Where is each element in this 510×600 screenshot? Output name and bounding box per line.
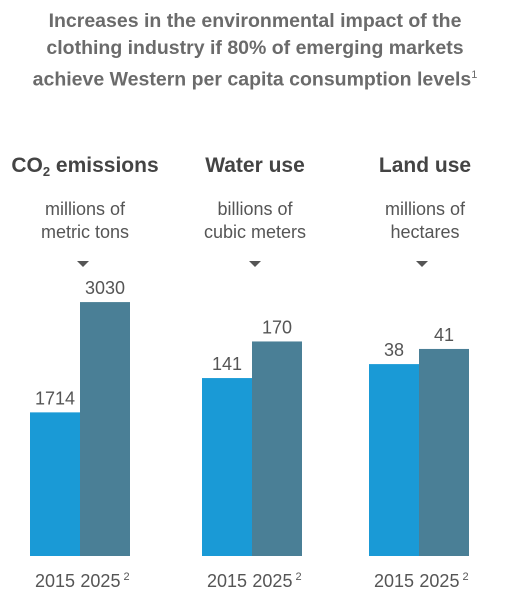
bar-chart-water: 141 2015 170 2025 2 — [202, 317, 302, 591]
panel-water-use: Water use billions of cubic meters 141 20… — [170, 150, 340, 600]
data-label-water-2025: 170 — [262, 317, 292, 337]
footnote-marker: 2 — [295, 571, 301, 583]
category-label-co2-2015: 2015 — [35, 571, 75, 591]
bar-chart-land: 38 2015 41 2025 2 — [369, 325, 469, 591]
footnote-marker: 2 — [462, 571, 468, 583]
bar-land-2015 — [369, 364, 419, 556]
down-arrow-icon — [77, 261, 89, 267]
data-label-co2-2015: 1714 — [35, 388, 75, 408]
data-label-land-2025: 41 — [434, 325, 454, 345]
category-label-co2-2025: 2025 2 — [80, 571, 129, 591]
panel-unit-land: millions of hectares — [340, 198, 510, 244]
title-line-3-text: achieve Western per capita consumption l… — [32, 68, 472, 91]
unit-line-2: metric tons — [40, 222, 130, 242]
unit-line-1: billions of — [217, 199, 293, 219]
unit-line-1: millions of — [384, 199, 466, 219]
category-label-water-2025: 2025 2 — [252, 571, 301, 591]
panel-title-co2-pre: CO — [11, 154, 43, 177]
chart-title: Increases in the environmental impact of… — [0, 8, 510, 94]
category-label-land-2015: 2015 — [374, 571, 414, 591]
title-line-2: clothing industry if 80% of emerging mar… — [46, 37, 464, 59]
footnote-marker: 2 — [123, 571, 129, 583]
down-arrow-icon — [416, 261, 428, 267]
panel-unit-water: billions of cubic meters — [170, 198, 340, 244]
title-line-3: achieve Western per capita consumption l… — [0, 62, 510, 94]
panel-title-co2-subscript: 2 — [42, 164, 51, 179]
unit-line-1: millions of — [44, 199, 126, 219]
bar-water-2025 — [252, 341, 302, 556]
panel-title-land-text: Land use — [378, 154, 472, 177]
panel-title-land: Land use — [340, 154, 510, 178]
data-label-land-2015: 38 — [384, 340, 404, 360]
bar-co2-2015 — [30, 412, 80, 556]
bar-co2-2025 — [80, 302, 130, 556]
panel-co2-emissions: CO2 emissions millions of metric tons 17… — [0, 150, 170, 600]
data-label-water-2015: 141 — [212, 354, 242, 374]
panel-land-use: Land use millions of hectares 38 2015 41 20… — [340, 150, 510, 600]
panel-title-co2: CO2 emissions — [0, 154, 170, 179]
unit-line-2: hectares — [390, 222, 460, 242]
bar-land-2025 — [419, 348, 469, 556]
panel-title-water: Water use — [170, 154, 340, 178]
bar-chart-co2: 1714 2015 3030 2025 2 — [30, 278, 130, 591]
panel-title-water-text: Water use — [205, 154, 305, 177]
category-label-water-2015: 2015 — [207, 571, 247, 591]
panel-title-co2-post: emissions — [50, 154, 159, 177]
panel-unit-co2: millions of metric tons — [0, 198, 170, 244]
unit-line-2: cubic meters — [203, 222, 307, 242]
title-line-1: Increases in the environmental impact of… — [48, 10, 462, 32]
data-label-co2-2025: 3030 — [85, 278, 125, 298]
title-footnote-marker: 1 — [471, 69, 478, 81]
bar-water-2015 — [202, 378, 252, 556]
down-arrow-icon — [249, 261, 261, 267]
category-label-land-2025: 2025 2 — [419, 571, 468, 591]
